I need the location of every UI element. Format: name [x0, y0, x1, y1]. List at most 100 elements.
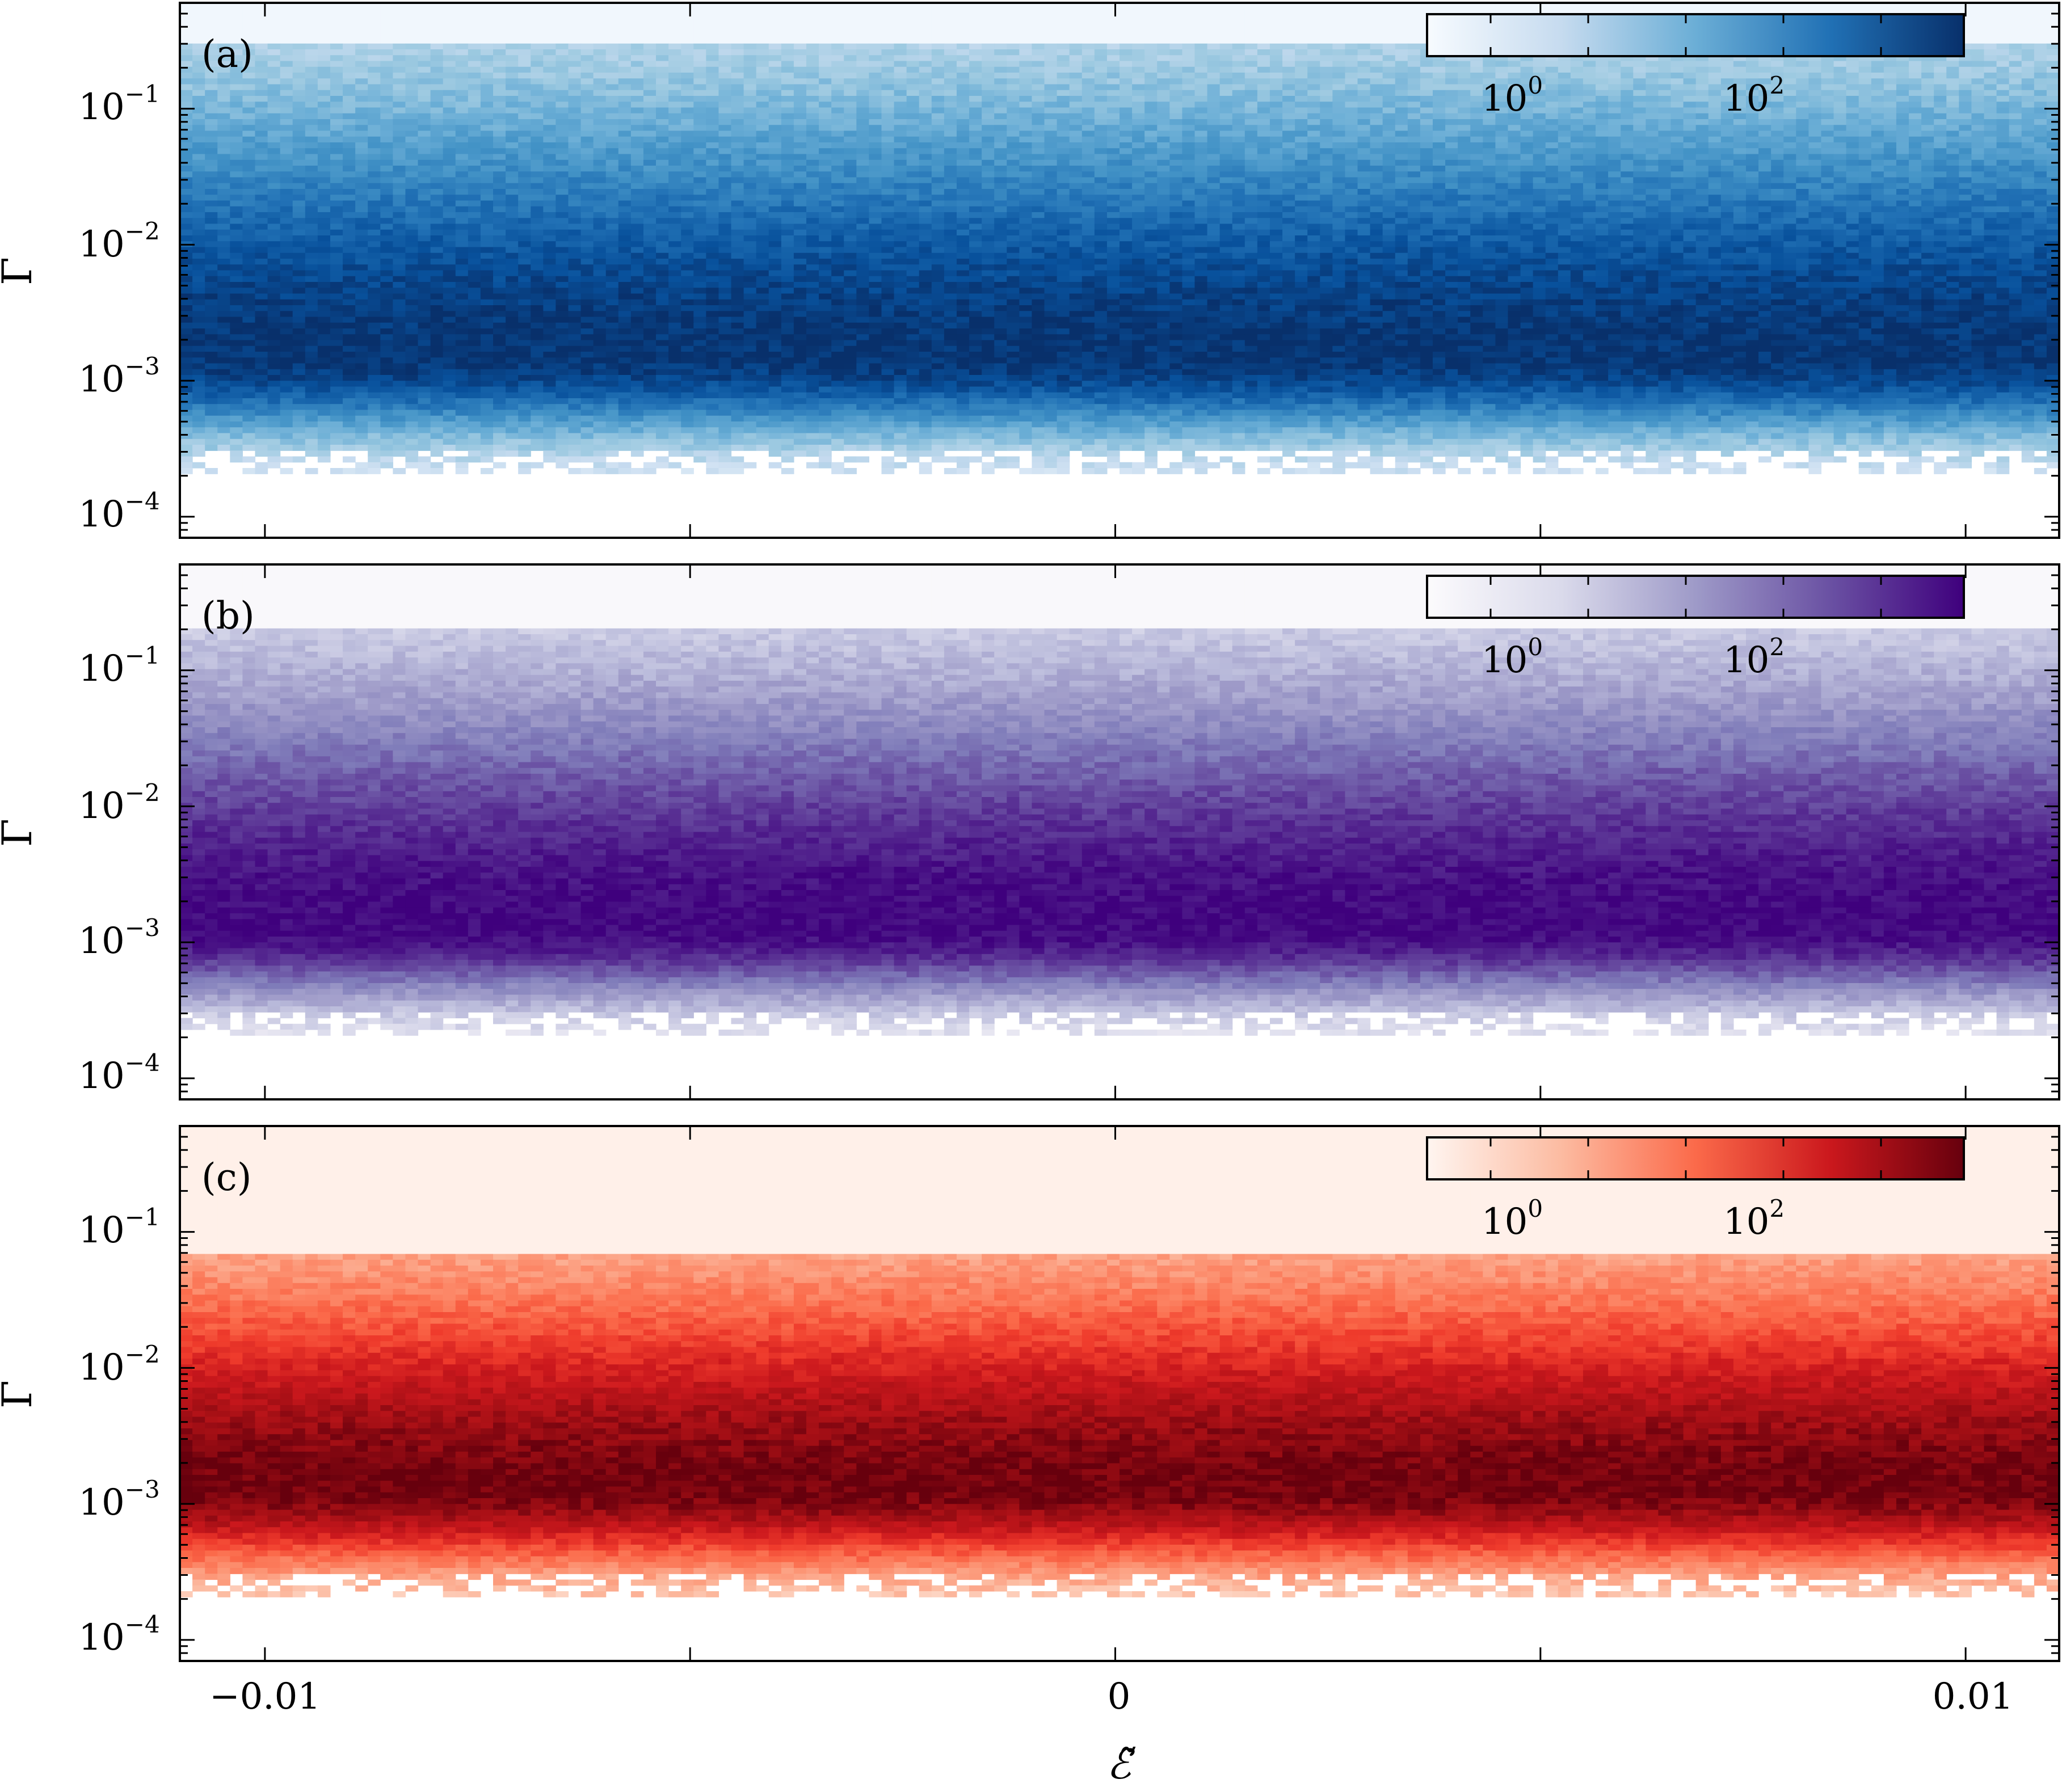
heatmap-cell — [605, 96, 619, 102]
heatmap-cell — [1483, 183, 1496, 189]
heatmap-cell — [1019, 32, 1033, 39]
heatmap-cell — [1946, 66, 1959, 73]
heatmap-cell — [1007, 90, 1020, 96]
heatmap-cell — [1144, 84, 1158, 91]
heatmap-cell — [1282, 20, 1295, 27]
heatmap-cell — [430, 78, 444, 85]
heatmap-cell — [1558, 142, 1571, 149]
heatmap-cell — [1007, 14, 1020, 21]
heatmap-cell — [1269, 113, 1283, 120]
heatmap-cell — [881, 78, 895, 85]
heatmap-cell — [1708, 107, 1722, 114]
heatmap-cell — [1382, 14, 1396, 21]
heatmap-cell — [2021, 125, 2035, 132]
heatmap-cell — [380, 3, 393, 9]
heatmap-cell — [1445, 166, 1458, 172]
heatmap-cell — [681, 14, 694, 21]
heatmap-cell — [1207, 177, 1221, 184]
heatmap-cell — [1683, 9, 1697, 15]
heatmap-cell — [292, 96, 306, 102]
heatmap-cell — [255, 183, 268, 189]
heatmap-cell — [1395, 73, 1408, 79]
heatmap-cell — [1044, 96, 1058, 102]
heatmap-cell — [531, 119, 544, 125]
heatmap-cell — [1207, 119, 1221, 125]
heatmap-cell — [1019, 90, 1033, 96]
heatmap-cell — [2046, 20, 2060, 27]
heatmap-cell — [1658, 166, 1672, 172]
heatmap-cell — [1883, 154, 1897, 161]
heatmap-cell — [305, 90, 318, 96]
heatmap-cell — [205, 102, 218, 108]
heatmap-cell — [1658, 159, 1672, 166]
heatmap-cell — [493, 195, 506, 201]
heatmap-cell — [2034, 130, 2047, 137]
heatmap-cell — [405, 32, 419, 39]
heatmap-cell — [1395, 183, 1408, 189]
heatmap-cell — [1733, 66, 1747, 73]
heatmap-cell — [706, 32, 719, 39]
heatmap-cell — [368, 113, 381, 120]
heatmap-cell — [418, 107, 431, 114]
heatmap-cell — [480, 142, 494, 149]
heatmap-cell — [205, 55, 218, 62]
heatmap-cell — [230, 177, 243, 184]
heatmap-cell — [2021, 73, 2035, 79]
heatmap-cell — [906, 43, 920, 50]
heatmap-cell — [1219, 125, 1233, 132]
heatmap-cell — [455, 32, 469, 39]
heatmap-cell — [1232, 78, 1245, 85]
heatmap-cell — [856, 119, 869, 125]
heatmap-cell — [1796, 130, 1809, 137]
heatmap-cell — [1244, 102, 1258, 108]
heatmap-cell — [1633, 61, 1646, 68]
heatmap-cell — [1984, 177, 1997, 184]
heatmap-cell — [343, 125, 356, 132]
heatmap-cell — [493, 3, 506, 9]
heatmap-cell — [443, 102, 456, 108]
heatmap-cell — [1558, 177, 1571, 184]
heatmap-cell — [1996, 113, 2010, 120]
heatmap-cell — [1357, 130, 1371, 137]
heatmap-cell — [1871, 130, 1884, 137]
heatmap-cell — [919, 148, 932, 155]
heatmap-cell — [1570, 166, 1584, 172]
heatmap-cell — [506, 66, 519, 73]
heatmap-cell — [1232, 66, 1245, 73]
heatmap-cell — [543, 166, 556, 172]
heatmap-cell — [380, 26, 393, 32]
heatmap-cell — [443, 148, 456, 155]
heatmap-cell — [1094, 183, 1108, 189]
heatmap-cell — [768, 43, 782, 50]
heatmap-cell — [1608, 154, 1621, 161]
heatmap-cell — [1871, 142, 1884, 149]
heatmap-cell — [468, 125, 481, 132]
heatmap-cell — [230, 49, 243, 56]
heatmap-cell — [1708, 96, 1722, 102]
heatmap-cell — [556, 32, 569, 39]
heatmap-cell — [668, 148, 681, 155]
heatmap-cell — [255, 119, 268, 125]
heatmap-cell — [455, 102, 469, 108]
heatmap-cell — [1896, 154, 1909, 161]
heatmap-cell — [1395, 177, 1408, 184]
heatmap-cell — [1495, 102, 1509, 108]
heatmap-cell — [743, 125, 757, 132]
heatmap-cell — [1282, 125, 1295, 132]
heatmap-cell — [1646, 130, 1659, 137]
heatmap-cell — [1433, 3, 1446, 9]
heatmap-cell — [518, 166, 531, 172]
heatmap-cell — [1395, 55, 1408, 62]
heatmap-cell — [1332, 107, 1346, 114]
heatmap-cell — [1708, 119, 1722, 125]
heatmap-cell — [1596, 136, 1609, 143]
heatmap-cell — [1169, 55, 1183, 62]
heatmap-cell — [1670, 107, 1684, 114]
heatmap-cell — [1608, 148, 1621, 155]
heatmap-cell — [693, 14, 706, 21]
heatmap-cell — [305, 55, 318, 62]
heatmap-cell — [656, 9, 669, 15]
heatmap-cell — [1708, 166, 1722, 172]
heatmap-cell — [1244, 113, 1258, 120]
heatmap-cell — [756, 148, 769, 155]
